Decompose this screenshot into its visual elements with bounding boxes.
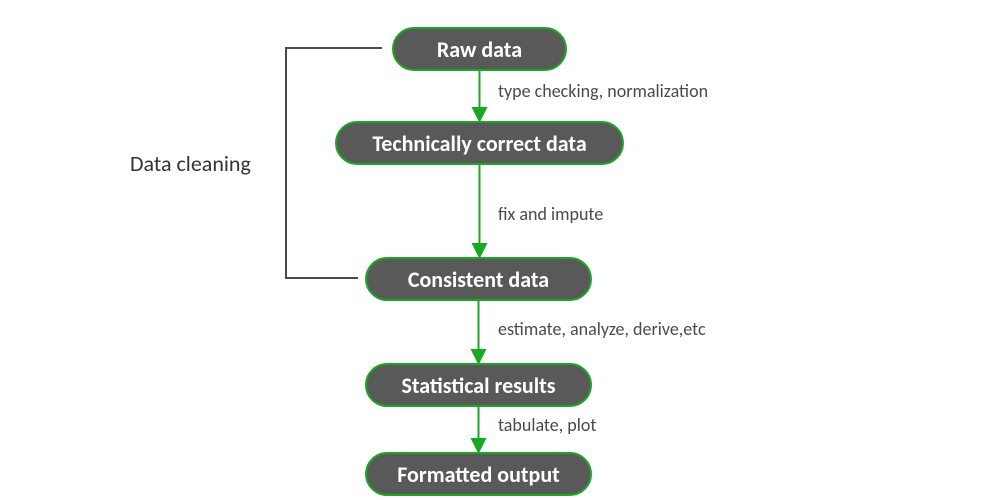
node-label: Consistent data (408, 266, 549, 293)
edge-label: fix and impute (498, 203, 603, 225)
edge-label: estimate, analyze, derive,etc (498, 318, 706, 340)
node-label: Statistical results (401, 372, 555, 399)
node-label: Technically correct data (372, 130, 586, 157)
node-technical: Technically correct data (335, 121, 624, 165)
node-stats: Statistical results (365, 363, 592, 407)
node-raw: Raw data (392, 27, 567, 71)
edge-label: type checking, normalization (498, 80, 708, 102)
bracket-label: Data cleaning (130, 150, 251, 177)
node-output: Formatted output (365, 452, 592, 496)
node-consistent: Consistent data (365, 257, 592, 301)
node-label: Raw data (437, 36, 522, 63)
edge-label: tabulate, plot (498, 414, 596, 436)
node-label: Formatted output (397, 461, 560, 488)
